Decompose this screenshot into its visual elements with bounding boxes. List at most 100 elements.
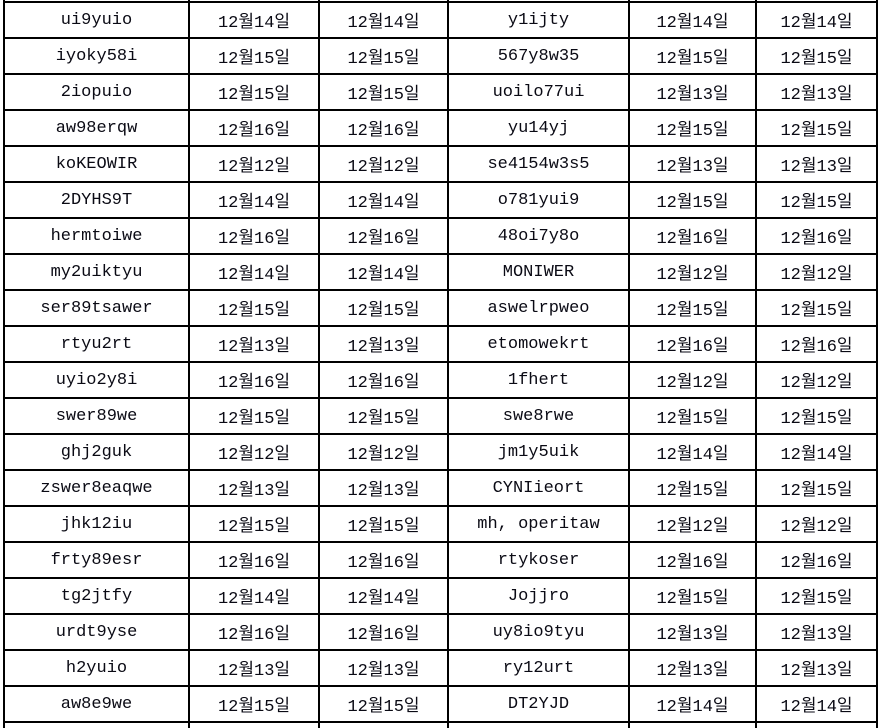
- id-cell[interactable]: ui9yuio: [5, 3, 190, 37]
- id-cell[interactable]: iyoky58i: [5, 39, 190, 73]
- date-cell[interactable]: 12월16일: [320, 363, 449, 397]
- date-cell[interactable]: 12월13일: [630, 651, 757, 685]
- date-cell[interactable]: [190, 0, 320, 1]
- date-cell[interactable]: 12월13일: [320, 471, 449, 505]
- date-cell[interactable]: 12월15일: [757, 579, 878, 613]
- id-cell[interactable]: ser89tsawer: [5, 291, 190, 325]
- date-cell[interactable]: 12월15일: [190, 507, 320, 541]
- date-cell[interactable]: 12월12일: [757, 507, 878, 541]
- date-cell[interactable]: [630, 723, 757, 728]
- date-cell[interactable]: 12월13일: [190, 471, 320, 505]
- date-cell[interactable]: 12월16일: [757, 543, 878, 577]
- date-cell[interactable]: 12월15일: [190, 399, 320, 433]
- date-cell[interactable]: 12월16일: [190, 219, 320, 253]
- id-cell[interactable]: hermtoiwe: [5, 219, 190, 253]
- date-cell[interactable]: 12월15일: [190, 39, 320, 73]
- date-cell[interactable]: 12월16일: [320, 615, 449, 649]
- date-cell[interactable]: 12월16일: [757, 219, 878, 253]
- date-cell[interactable]: 12월13일: [630, 615, 757, 649]
- date-cell[interactable]: 12월12일: [630, 507, 757, 541]
- date-cell[interactable]: 12월16일: [757, 327, 878, 361]
- date-cell[interactable]: 12월15일: [757, 399, 878, 433]
- id-cell[interactable]: 1fhert: [449, 363, 630, 397]
- date-cell[interactable]: 12월12일: [757, 255, 878, 289]
- id-cell[interactable]: [449, 723, 630, 728]
- date-cell[interactable]: 12월14일: [757, 687, 878, 721]
- id-cell[interactable]: ry12urt: [449, 651, 630, 685]
- date-cell[interactable]: 12월16일: [320, 111, 449, 145]
- date-cell[interactable]: 12월14일: [630, 3, 757, 37]
- date-cell[interactable]: 12월14일: [190, 255, 320, 289]
- id-cell[interactable]: uyio2y8i: [5, 363, 190, 397]
- date-cell[interactable]: 12월14일: [320, 579, 449, 613]
- id-cell[interactable]: ghj2guk: [5, 435, 190, 469]
- id-cell[interactable]: uy8io9tyu: [449, 615, 630, 649]
- id-cell[interactable]: DT2YJD: [449, 687, 630, 721]
- id-cell[interactable]: [5, 0, 190, 1]
- date-cell[interactable]: 12월13일: [757, 75, 878, 109]
- date-cell[interactable]: 12월15일: [757, 39, 878, 73]
- date-cell[interactable]: 12월12일: [757, 363, 878, 397]
- date-cell[interactable]: 12월14일: [320, 183, 449, 217]
- date-cell[interactable]: 12월16일: [630, 219, 757, 253]
- date-cell[interactable]: [190, 723, 320, 728]
- date-cell[interactable]: 12월15일: [630, 111, 757, 145]
- date-cell[interactable]: 12월13일: [630, 147, 757, 181]
- id-cell[interactable]: frty89esr: [5, 543, 190, 577]
- id-cell[interactable]: aw98erqw: [5, 111, 190, 145]
- date-cell[interactable]: 12월13일: [757, 147, 878, 181]
- date-cell[interactable]: 12월15일: [190, 291, 320, 325]
- date-cell[interactable]: 12월13일: [630, 75, 757, 109]
- date-cell[interactable]: 12월14일: [757, 3, 878, 37]
- id-cell[interactable]: rtykoser: [449, 543, 630, 577]
- date-cell[interactable]: 12월16일: [190, 363, 320, 397]
- date-cell[interactable]: 12월14일: [190, 3, 320, 37]
- id-cell[interactable]: my2uiktyu: [5, 255, 190, 289]
- date-cell[interactable]: 12월15일: [630, 183, 757, 217]
- date-cell[interactable]: 12월14일: [630, 687, 757, 721]
- id-cell[interactable]: tg2jtfy: [5, 579, 190, 613]
- id-cell[interactable]: jhk12iu: [5, 507, 190, 541]
- date-cell[interactable]: 12월12일: [630, 255, 757, 289]
- id-cell[interactable]: 567y8w35: [449, 39, 630, 73]
- id-cell[interactable]: swe8rwe: [449, 399, 630, 433]
- id-cell[interactable]: yu14yj: [449, 111, 630, 145]
- date-cell[interactable]: 12월15일: [630, 399, 757, 433]
- date-cell[interactable]: 12월15일: [320, 291, 449, 325]
- date-cell[interactable]: 12월16일: [190, 111, 320, 145]
- id-cell[interactable]: aswelrpweo: [449, 291, 630, 325]
- date-cell[interactable]: 12월14일: [190, 579, 320, 613]
- id-cell[interactable]: h2yuio: [5, 651, 190, 685]
- date-cell[interactable]: 12월15일: [630, 579, 757, 613]
- date-cell[interactable]: 12월16일: [630, 327, 757, 361]
- id-cell[interactable]: aw8e9we: [5, 687, 190, 721]
- date-cell[interactable]: 12월13일: [757, 615, 878, 649]
- date-cell[interactable]: 12월16일: [190, 543, 320, 577]
- date-cell[interactable]: 12월14일: [757, 435, 878, 469]
- date-cell[interactable]: [320, 0, 449, 1]
- id-cell[interactable]: urdt9yse: [5, 615, 190, 649]
- id-cell[interactable]: swer89we: [5, 399, 190, 433]
- date-cell[interactable]: [320, 723, 449, 728]
- date-cell[interactable]: 12월13일: [757, 651, 878, 685]
- date-cell[interactable]: 12월16일: [320, 219, 449, 253]
- date-cell[interactable]: 12월12일: [320, 435, 449, 469]
- date-cell[interactable]: [757, 723, 878, 728]
- date-cell[interactable]: 12월13일: [320, 327, 449, 361]
- id-cell[interactable]: MONIWER: [449, 255, 630, 289]
- id-cell[interactable]: koKEOWIR: [5, 147, 190, 181]
- id-cell[interactable]: CYNIieort: [449, 471, 630, 505]
- date-cell[interactable]: 12월15일: [320, 39, 449, 73]
- date-cell[interactable]: 12월15일: [190, 75, 320, 109]
- date-cell[interactable]: 12월15일: [630, 471, 757, 505]
- date-cell[interactable]: 12월15일: [757, 291, 878, 325]
- date-cell[interactable]: 12월15일: [630, 39, 757, 73]
- date-cell[interactable]: 12월15일: [757, 183, 878, 217]
- id-cell[interactable]: o781yui9: [449, 183, 630, 217]
- date-cell[interactable]: 12월12일: [190, 435, 320, 469]
- date-cell[interactable]: 12월16일: [630, 543, 757, 577]
- date-cell[interactable]: 12월14일: [190, 183, 320, 217]
- date-cell[interactable]: 12월14일: [630, 435, 757, 469]
- id-cell[interactable]: zswer8eaqwe: [5, 471, 190, 505]
- date-cell[interactable]: [630, 0, 757, 1]
